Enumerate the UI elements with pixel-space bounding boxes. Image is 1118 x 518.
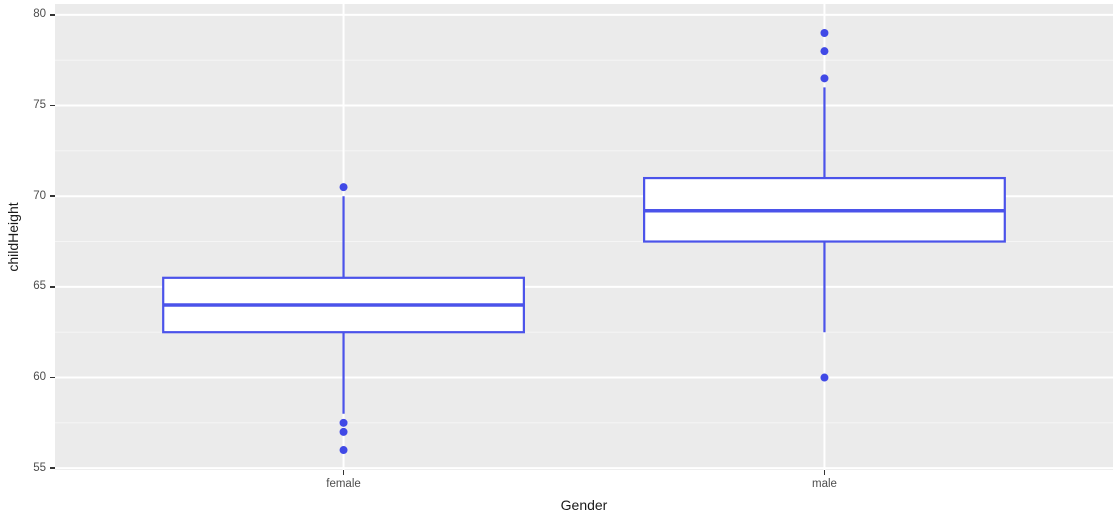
- y-tick-label: 65: [33, 280, 46, 293]
- y-tick-mark: [50, 195, 55, 197]
- y-tick-label: 80: [33, 8, 46, 21]
- outlier-point: [339, 427, 348, 436]
- x-tick-mark: [823, 470, 826, 475]
- x-tick-mark: [342, 470, 345, 475]
- y-tick-mark: [50, 14, 55, 16]
- y-tick-mark: [50, 376, 55, 379]
- outlier-point: [820, 29, 829, 38]
- outlier-point: [820, 47, 829, 56]
- boxplot-canvas: [55, 4, 1113, 470]
- outlier-point: [339, 418, 348, 427]
- y-tick-mark: [50, 104, 55, 107]
- y-tick-mark: [50, 467, 55, 469]
- y-tick-label: 55: [33, 461, 46, 474]
- x-axis-title: Gender: [560, 497, 608, 513]
- outlier-point: [820, 373, 829, 382]
- y-tick-label: 70: [33, 189, 46, 202]
- x-tick-label: female: [326, 478, 361, 490]
- y-axis-title: childHeight: [5, 202, 21, 272]
- x-tick-label: male: [811, 478, 837, 490]
- outlier-point: [339, 183, 348, 192]
- outlier-point: [820, 74, 829, 83]
- y-tick-label: 75: [33, 99, 46, 112]
- plot-panel: [55, 4, 1113, 470]
- outlier-point: [339, 446, 348, 455]
- y-tick-mark: [50, 286, 55, 288]
- y-tick-label: 60: [33, 371, 46, 384]
